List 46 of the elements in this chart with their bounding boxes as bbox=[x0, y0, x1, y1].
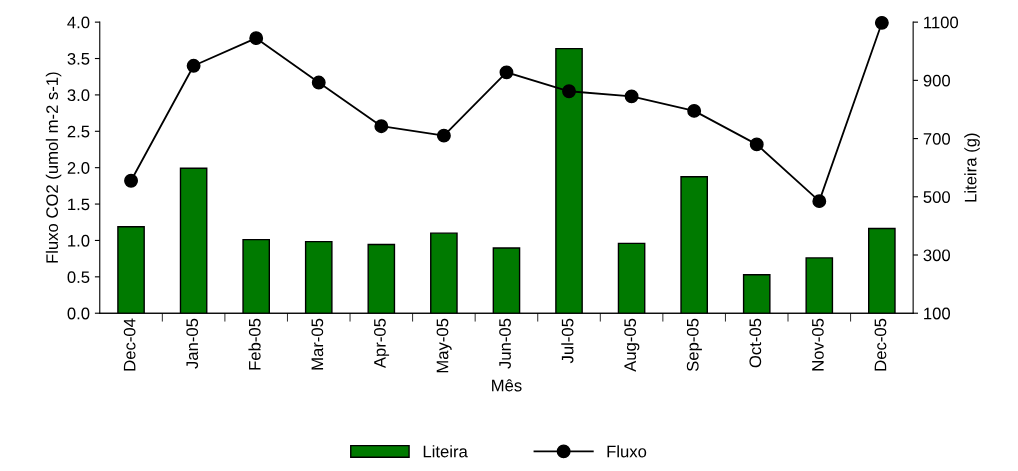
x-tick-label: Jan-05 bbox=[186, 318, 199, 369]
y-tick-label: 3.5 bbox=[67, 52, 90, 65]
x-tick-label: Aug-05 bbox=[624, 318, 640, 372]
legend-label: Liteira bbox=[423, 445, 468, 458]
x-tick-label: Apr-05 bbox=[373, 318, 390, 369]
point bbox=[749, 137, 764, 152]
y-tick-label: 4.0 bbox=[67, 16, 90, 29]
point bbox=[374, 119, 389, 134]
y-tick-label: 0.0 bbox=[67, 307, 90, 320]
x-axis-title: Mês bbox=[492, 379, 522, 392]
point bbox=[687, 103, 702, 118]
x-tick-label: Mar-05 bbox=[311, 318, 324, 370]
point bbox=[624, 89, 639, 104]
point bbox=[874, 15, 889, 30]
point bbox=[436, 128, 451, 143]
y-tick-label: 0.5 bbox=[67, 271, 90, 284]
y-axis-title: Fluxo CO2 (umol m-2 s-1) bbox=[45, 72, 62, 263]
y-tick-label: 1.0 bbox=[68, 234, 90, 247]
point bbox=[562, 84, 576, 99]
y-tick-label: 2.0 bbox=[67, 162, 90, 174]
y-tick-label: 3.0 bbox=[67, 89, 90, 102]
y2-axis-title: Liteira (g) bbox=[964, 133, 980, 202]
legend-label: Fluxo bbox=[607, 445, 647, 458]
point bbox=[186, 58, 201, 73]
y2-tick-label: 100 bbox=[924, 307, 951, 320]
x-tick-label: Nov-05 bbox=[811, 318, 824, 371]
x-tick-label: Jun-05 bbox=[499, 318, 511, 369]
point bbox=[124, 173, 138, 188]
point bbox=[249, 31, 264, 46]
point bbox=[311, 75, 326, 90]
y-tick-label: 1.5 bbox=[68, 198, 90, 211]
x-tick-label: May-05 bbox=[436, 318, 452, 373]
x-tick-label: Oct-05 bbox=[749, 318, 762, 368]
y2-tick-label: 500 bbox=[923, 191, 951, 203]
y2-tick-label: 700 bbox=[923, 132, 951, 145]
x-tick-label: Feb-05 bbox=[248, 318, 261, 370]
y2-tick-label: 1100 bbox=[924, 16, 959, 29]
point bbox=[812, 194, 827, 209]
x-tick-label: Jul-05 bbox=[561, 318, 574, 364]
y2-tick-label: 900 bbox=[923, 74, 951, 87]
y-tick-label: 2.5 bbox=[67, 125, 90, 138]
x-tick-label: Sep-05 bbox=[686, 318, 702, 372]
x-tick-label: Dec-05 bbox=[874, 318, 887, 371]
y2-tick-label: 300 bbox=[923, 249, 951, 262]
point bbox=[499, 65, 514, 80]
x-tick-label: Dec-04 bbox=[123, 318, 136, 371]
